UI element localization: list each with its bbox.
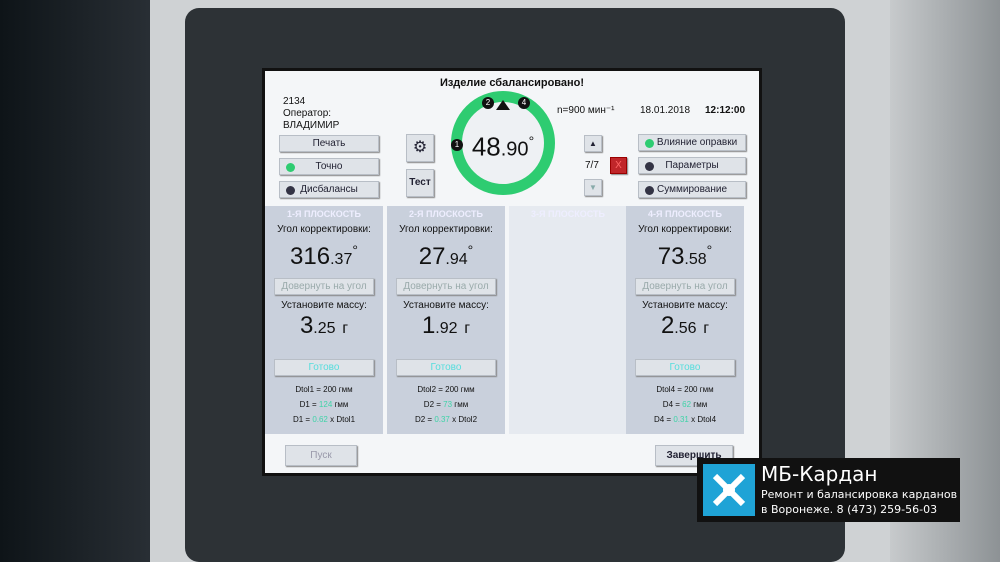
operator-name: ВЛАДИМИР bbox=[283, 120, 340, 131]
plane-1-panel: 1-Я ПЛОСКОСТЬ Угол корректировки: 316.37° Д… bbox=[265, 206, 383, 434]
imbalance-value: D2 = 73 гмм bbox=[423, 400, 469, 409]
indicator-off-icon bbox=[645, 186, 654, 195]
tolerance: Dtol4 = 200 гмм bbox=[656, 385, 714, 394]
balancing-screen: Изделие сбалансировано! 2134 Оператор: В… bbox=[262, 68, 762, 476]
mass-value: 2.56 г bbox=[660, 312, 710, 339]
imbalances-button[interactable]: Дисбалансы bbox=[279, 181, 379, 198]
marker-1: 1 bbox=[451, 139, 463, 151]
watermark-logo: МБ-Кардан Ремонт и балансировка карданов… bbox=[697, 458, 960, 522]
summation-button[interactable]: Суммирование bbox=[638, 181, 746, 198]
close-button[interactable]: X bbox=[610, 157, 627, 174]
mandrel-influence-label: Влияние оправки bbox=[656, 137, 738, 148]
start-button[interactable]: Пуск bbox=[285, 445, 357, 466]
imbalance-value: D1 = 124 гмм bbox=[299, 400, 349, 409]
tagline: Ремонт и балансировка карданов bbox=[761, 488, 958, 501]
background-wall bbox=[0, 0, 160, 562]
indicator-off-icon bbox=[645, 162, 654, 171]
close-icon: X bbox=[615, 160, 622, 171]
correction-angle: 73.58° bbox=[657, 242, 713, 270]
arrow-down-icon[interactable]: ▼ bbox=[584, 179, 602, 196]
finish-label: Завершить bbox=[666, 450, 722, 461]
parameters-label: Параметры bbox=[665, 160, 719, 171]
job-number: 2134 bbox=[283, 96, 306, 107]
angle-label: Угол корректировки: bbox=[638, 224, 732, 235]
page-counter: 7/7 bbox=[585, 160, 599, 171]
angle-label: Угол корректировки: bbox=[277, 224, 371, 235]
brand-name: МБ-Кардан bbox=[761, 462, 878, 486]
cardan-cross-icon bbox=[703, 464, 755, 516]
mass-label: Установите массу: bbox=[642, 300, 728, 311]
marker-2: 2 bbox=[482, 97, 494, 109]
operator-label: Оператор: bbox=[283, 108, 332, 119]
plane-2-panel: 2-Я ПЛОСКОСТЬ Угол корректировки: 27.94° До… bbox=[387, 206, 505, 434]
test-button[interactable]: Тест bbox=[406, 169, 434, 197]
correction-angle: 316.37° bbox=[290, 242, 358, 270]
pointer-triangle-icon bbox=[496, 100, 510, 110]
precise-button[interactable]: Точно bbox=[279, 158, 379, 175]
mass-value: 3.25 г bbox=[299, 312, 349, 339]
ready-button[interactable]: Готово bbox=[274, 359, 374, 376]
plane-title: 1-Я ПЛОСКОСТЬ bbox=[287, 209, 361, 219]
imbalance-ratio: D4 = 0.31 x Dtol4 bbox=[653, 415, 717, 424]
rotate-to-angle-button[interactable]: Довернуть на угол bbox=[274, 278, 374, 295]
plane-title: 3-Я ПЛОСКОСТЬ bbox=[531, 209, 605, 219]
mandrel-influence-button[interactable]: Влияние оправки bbox=[638, 134, 746, 151]
mass-label: Установите массу: bbox=[403, 300, 489, 311]
gear-wrench-icon[interactable]: ⚙ bbox=[406, 134, 434, 162]
mass-value: 1.92 г bbox=[421, 312, 471, 339]
indicator-on-icon bbox=[286, 163, 295, 172]
arrow-up-icon[interactable]: ▲ bbox=[584, 135, 602, 152]
print-button[interactable]: Печать bbox=[279, 135, 379, 152]
rotate-to-angle-button[interactable]: Довернуть на угол bbox=[635, 278, 735, 295]
summation-label: Суммирование bbox=[657, 184, 727, 195]
ready-button[interactable]: Готово bbox=[396, 359, 496, 376]
rotate-to-angle-button[interactable]: Довернуть на угол bbox=[396, 278, 496, 295]
status-title: Изделие сбалансировано! bbox=[439, 77, 585, 89]
tolerance: Dtol1 = 200 гмм bbox=[295, 385, 353, 394]
ready-button[interactable]: Готово bbox=[635, 359, 735, 376]
imbalance-value: D4 = 62 гмм bbox=[662, 400, 708, 409]
print-label: Печать bbox=[312, 138, 346, 149]
plane-4-panel: 4-Я ПЛОСКОСТЬ Угол корректировки: 73.58° До… bbox=[626, 206, 744, 434]
speed-readout: n=900 мин⁻¹ bbox=[557, 105, 615, 116]
mass-label: Установите массу: bbox=[281, 300, 367, 311]
start-label: Пуск bbox=[310, 450, 332, 461]
time: 12:12:00 bbox=[705, 105, 746, 116]
angle-dial: 48.90° bbox=[451, 91, 555, 195]
plane-title: 2-Я ПЛОСКОСТЬ bbox=[409, 209, 483, 219]
correction-angle: 27.94° bbox=[418, 242, 474, 270]
imbalances-label: Дисбалансы bbox=[300, 184, 358, 195]
plane-3-panel: 3-Я ПЛОСКОСТЬ bbox=[509, 206, 627, 434]
marker-4: 4 bbox=[518, 97, 530, 109]
contact: в Воронеже. 8 (473) 259-56-03 bbox=[761, 503, 938, 516]
imbalance-ratio: D2 = 0.37 x Dtol2 bbox=[414, 415, 478, 424]
plane-title: 4-Я ПЛОСКОСТЬ bbox=[648, 209, 722, 219]
date: 18.01.2018 bbox=[640, 105, 691, 116]
indicator-on-icon bbox=[645, 139, 654, 148]
imbalance-ratio: D1 = 0.62 x Dtol1 bbox=[292, 415, 356, 424]
current-angle: 48.90° bbox=[471, 131, 535, 162]
parameters-button[interactable]: Параметры bbox=[638, 157, 746, 174]
angle-label: Угол корректировки: bbox=[399, 224, 493, 235]
test-label: Тест bbox=[409, 177, 431, 188]
indicator-off-icon bbox=[286, 186, 295, 195]
precise-label: Точно bbox=[315, 161, 343, 172]
tolerance: Dtol2 = 200 гмм bbox=[417, 385, 475, 394]
